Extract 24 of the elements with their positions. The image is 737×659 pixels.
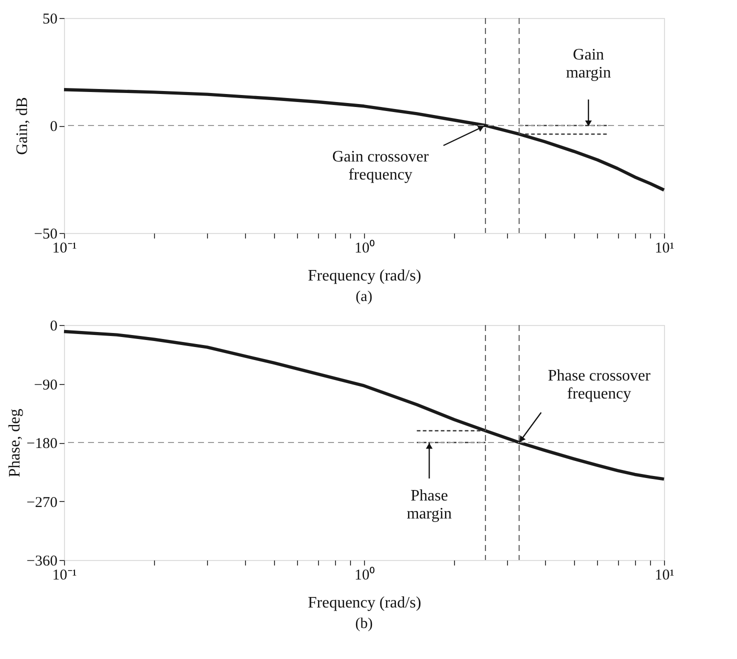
annotation: Phase margin: [406, 488, 452, 522]
y-tick-label: 0: [50, 119, 58, 135]
x-axis-title: Frequency (rad/s): [308, 268, 422, 284]
x-tick-label: 10⁻¹: [52, 568, 77, 584]
y-tick-label: −360: [26, 554, 58, 570]
y-tick-label: 50: [42, 12, 58, 28]
x-tick-label: 10¹: [654, 568, 674, 584]
annotation: Phase crossover frequency: [548, 368, 652, 402]
x-tick-label: 10⁻¹: [52, 240, 77, 256]
y-tick-label: −180: [26, 436, 58, 452]
x-tick-label: 10¹: [654, 240, 674, 256]
x-tick-label: 10⁰: [354, 240, 374, 256]
text: (a): [356, 289, 372, 305]
y-axis-title: Phase, deg: [6, 408, 24, 478]
annotation: Gain crossover frequency: [332, 148, 430, 184]
y-axis-title: Gain, dB: [14, 97, 32, 155]
y-tick-label: −270: [26, 494, 58, 511]
x-axis-title: Frequency (rad/s): [308, 594, 422, 612]
annotation: Gain margin: [566, 46, 611, 82]
x-tick-label: 10⁰: [354, 566, 374, 584]
y-tick-label: −50: [34, 226, 58, 242]
text: (b): [355, 616, 373, 632]
y-tick-label: 0: [50, 318, 58, 334]
y-tick-label: −90: [34, 377, 58, 394]
